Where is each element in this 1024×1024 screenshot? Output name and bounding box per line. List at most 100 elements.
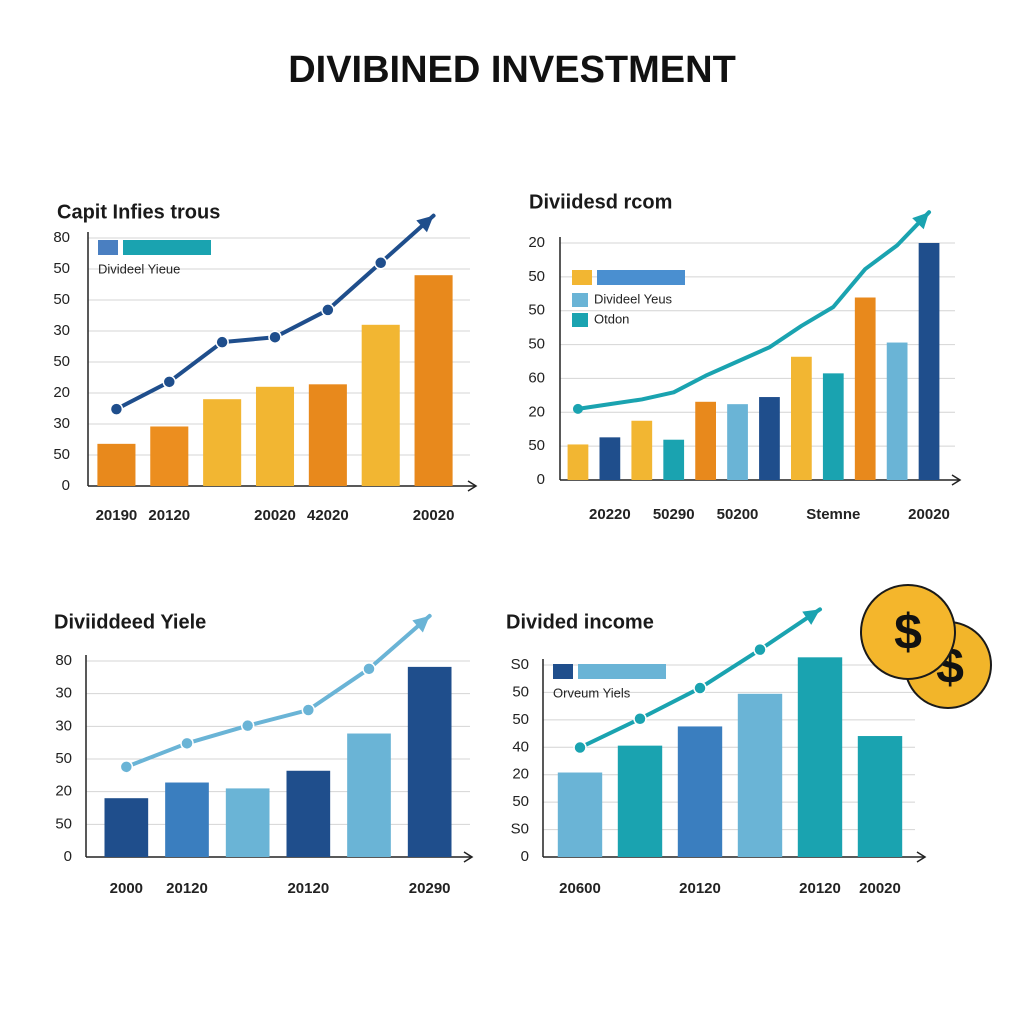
x-tick-label: 20120: [799, 880, 841, 897]
y-tick-label: 50: [528, 336, 545, 353]
y-tick-label: 50: [512, 793, 529, 810]
trend-marker: [321, 303, 335, 317]
bar: [225, 788, 270, 857]
x-tick-label: 20290: [409, 880, 451, 897]
y-tick-label: 40: [512, 738, 529, 755]
coin-symbol: $: [894, 604, 922, 660]
legend-label: Divideel Yeus: [594, 291, 673, 306]
bar: [663, 439, 685, 480]
trend-line: [124, 613, 432, 769]
y-tick-label: S0: [511, 821, 529, 838]
bar: [347, 733, 391, 857]
bar: [797, 657, 843, 857]
legend-swatch: [572, 313, 588, 327]
bar: [631, 420, 653, 480]
legend-label: Orveum Yiels: [553, 685, 631, 700]
y-tick-label: S0: [511, 656, 529, 673]
x-tick-label: 20120: [148, 507, 190, 524]
y-tick-label: 0: [64, 848, 72, 865]
trend-marker: [573, 740, 587, 755]
x-tick-label: 20020: [413, 507, 455, 524]
y-tick-label: 0: [62, 477, 70, 494]
y-tick-label: 50: [528, 437, 545, 454]
trend-marker: [753, 642, 767, 657]
legend-swatch: [597, 270, 685, 285]
bar: [886, 342, 908, 480]
x-tick-label: 20020: [859, 880, 901, 897]
trend-line: [575, 210, 932, 411]
panel-title: Divided income: [506, 611, 654, 633]
panel-title: Diviidesd rcom: [529, 191, 672, 213]
bar: [854, 297, 876, 480]
trend-marker: [240, 718, 255, 733]
y-tick-label: 50: [55, 815, 72, 832]
x-tick-label: 20120: [166, 880, 208, 897]
y-tick-label: 50: [512, 711, 529, 728]
y-tick-label: 50: [53, 353, 70, 370]
trend-marker: [109, 402, 124, 416]
bar: [286, 770, 331, 857]
y-tick-label: 20: [528, 403, 545, 420]
y-tick-label: 20: [512, 766, 529, 783]
y-tick-label: 50: [53, 291, 70, 308]
x-tick-label: 42020: [307, 507, 349, 524]
trend-marker: [215, 335, 229, 349]
x-tick-label: 50200: [717, 506, 759, 523]
y-tick-label: 30: [55, 717, 72, 734]
y-tick-label: 20: [55, 783, 72, 800]
x-axis-arrow: [951, 474, 962, 486]
y-tick-label: 80: [55, 652, 72, 669]
trend-marker: [693, 681, 707, 695]
y-tick-label: 50: [55, 750, 72, 767]
x-tick-label: 20600: [559, 880, 601, 897]
x-tick-label: 20020: [908, 506, 950, 523]
main-title: DIVIBINED INVESTMENT: [288, 49, 736, 91]
bar: [255, 386, 295, 486]
y-tick-label: 20: [528, 234, 545, 251]
trend-marker: [268, 330, 282, 344]
coin-front: [860, 584, 956, 680]
y-tick-label: 0: [521, 848, 529, 865]
y-tick-label: 50: [512, 683, 529, 700]
bar: [918, 243, 940, 480]
x-tick-label: 20190: [96, 507, 138, 524]
y-tick-label: 80: [53, 229, 70, 246]
bar: [414, 275, 453, 486]
trend-marker: [362, 662, 376, 676]
x-tick-label: Stemne: [806, 506, 860, 523]
y-tick-label: 30: [53, 322, 70, 339]
bar: [97, 443, 136, 486]
y-tick-label: 50: [528, 268, 545, 285]
bar: [737, 693, 783, 857]
x-tick-label: 20020: [254, 507, 296, 524]
bar: [617, 745, 663, 857]
bar: [165, 782, 209, 857]
trend-arrowhead: [416, 215, 434, 233]
y-tick-label: 30: [55, 685, 72, 702]
y-tick-label: 0: [537, 471, 545, 488]
bar: [599, 437, 621, 480]
bar: [150, 426, 189, 486]
trend-marker: [119, 760, 134, 774]
trend-arrowhead: [802, 609, 820, 625]
trend-start: [572, 403, 583, 414]
bar: [557, 772, 603, 857]
bar: [104, 798, 149, 857]
bar: [857, 736, 903, 857]
y-tick-label: 30: [53, 415, 70, 432]
trend-arrowhead: [412, 615, 430, 633]
x-tick-label: 50290: [653, 506, 695, 523]
trend-marker: [373, 256, 388, 270]
y-tick-label: 60: [528, 369, 545, 386]
x-tick-label: 2000: [110, 880, 143, 897]
legend-swatch: [123, 240, 211, 255]
bar: [727, 404, 748, 480]
coin: $ $: [860, 584, 992, 709]
panel-title: Diviiddeed Yiele: [54, 611, 206, 633]
legend-swatch: [98, 240, 118, 255]
bar: [203, 399, 242, 486]
bar: [567, 444, 589, 480]
trend-arrowhead: [912, 212, 930, 230]
x-tick-label: 20120: [679, 880, 721, 897]
bar: [361, 324, 400, 486]
